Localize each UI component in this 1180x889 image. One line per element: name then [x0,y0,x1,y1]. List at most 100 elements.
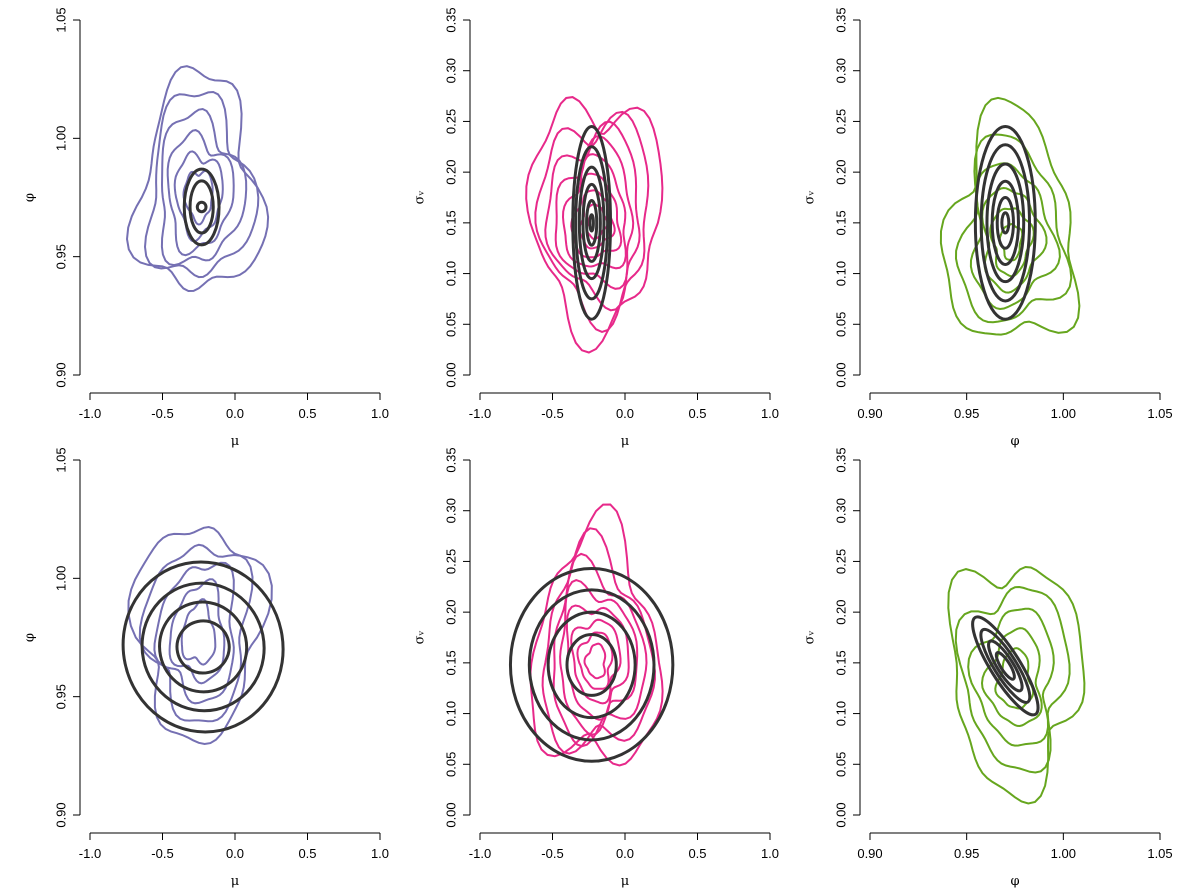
x-tick-label: -0.5 [151,846,173,861]
posterior-contour [125,65,270,293]
x-tick-label: 1.0 [761,846,779,861]
y-tick-label: 1.00 [53,566,68,591]
posterior-contour [168,578,226,685]
y-tick-label: 0.30 [833,58,848,83]
panel-top-left: -1.0 -0.5 0.0 0.5 1.0 μ 0.90 0.95 1.00 1.05 φ [23,7,390,449]
y-tick-label: 0.15 [443,650,458,675]
approx-contour [987,639,1024,693]
posterior-contour [561,153,627,270]
y-tick-label: 0.20 [833,159,848,184]
x-tick-label: 0.0 [226,406,244,421]
y-tick-label: 0.05 [443,752,458,777]
y-tick-label: 0.15 [833,650,848,675]
approx-contour [995,196,1015,250]
x-axis-label: φ [1010,874,1019,889]
y-tick-label: 0.05 [443,312,458,337]
posterior-contour [939,96,1081,336]
x-tick-label: 0.95 [954,846,979,861]
x-axis-label: μ [621,434,629,449]
x-axis-label: μ [231,434,239,449]
y-tick-label: 0.30 [443,498,458,523]
y-tick-label: 0.10 [443,261,458,286]
posterior-contour [570,618,622,705]
y-tick-label: 0.00 [833,802,848,827]
approx-contour [565,632,618,697]
y-tick-label: 0.10 [443,701,458,726]
approx-contour [571,125,613,321]
y-tick-label: 0.00 [443,362,458,387]
x-tick-label: 0.90 [857,406,882,421]
x-axis-label: μ [621,874,629,889]
approx-contour [990,179,1020,266]
x-tick-label: 0.5 [298,846,316,861]
approx-contour [574,145,610,301]
posterior-contour [541,527,656,755]
y-tick-label: 0.10 [833,701,848,726]
posterior-contour [525,96,664,354]
x-tick-label: -1.0 [469,846,491,861]
x-tick-label: 0.5 [688,406,706,421]
y-tick-label: 0.25 [833,109,848,134]
x-tick-label: -0.5 [541,846,563,861]
x-tick-label: -1.0 [469,406,491,421]
x-tick-label: 1.0 [371,406,389,421]
y-tick-label: 0.95 [53,684,68,709]
approx-contour [979,143,1031,303]
panel-bottom-right: 0.90 0.95 1.00 1.05 φ 0.00 0.05 0.10 0.15 0.20 0.2… [803,447,1173,889]
y-tick-label: 0.25 [833,549,848,574]
x-tick-label: 0.90 [857,846,882,861]
y-tick-label: 0.00 [443,802,458,827]
approx-contour [195,200,208,214]
panel-bottom-left: -1.0 -0.5 0.0 0.5 1.0 μ 0.90 0.95 1.00 1.05 φ [23,447,390,889]
x-tick-label: 1.00 [1051,406,1076,421]
y-tick-label: 0.25 [443,549,458,574]
y-tick-label: 1.05 [53,447,68,472]
posterior-contour [138,543,254,723]
approx-contour [158,600,249,694]
approx-contour [1000,211,1011,235]
y-axis-label: σᵥ [413,190,428,204]
approx-contour [527,588,656,742]
posterior-contour [967,607,1055,747]
y-tick-label: 0.35 [833,7,848,32]
y-axis-label: φ [23,633,38,642]
posterior-contour [180,598,217,666]
posterior-contour [160,107,248,267]
posterior-contour [969,162,1061,311]
y-tick-label: 0.30 [833,498,848,523]
x-tick-label: -1.0 [79,406,101,421]
panel-top-middle: -1.0 -0.5 0.0 0.5 1.0 μ 0.00 0.05 0.10 0.15 0.20 0.… [413,7,780,449]
y-tick-label: 1.05 [53,7,68,32]
x-tick-label: 1.05 [1147,406,1172,421]
posterior-contour [529,503,664,767]
y-axis-label: σᵥ [413,630,428,644]
y-tick-label: 0.35 [443,7,458,32]
x-tick-label: -0.5 [541,406,563,421]
x-tick-label: -1.0 [79,846,101,861]
x-tick-label: 1.0 [761,406,779,421]
approx-contour [581,182,602,263]
approx-contour [121,560,285,734]
x-tick-label: 0.0 [616,846,634,861]
approx-contour [985,162,1026,284]
approx-contour [508,567,675,763]
approx-contour [588,213,595,233]
approx-contour [577,165,606,281]
posterior-contour [994,647,1035,710]
x-tick-label: 1.0 [371,846,389,861]
approx-contour [979,627,1032,704]
y-axis-label: φ [23,193,38,202]
approx-contour [585,199,599,247]
posterior-contour [166,129,235,257]
x-axis-label: φ [1010,434,1019,449]
x-axis-label: μ [231,874,239,889]
approx-contour [994,651,1016,681]
approx-contour [546,610,637,720]
y-tick-label: 0.10 [833,261,848,286]
y-tick-label: 0.05 [833,312,848,337]
posterior-contour [534,110,650,333]
posterior-contour [980,627,1043,728]
posterior-contour [153,561,235,705]
posterior-contour [182,169,214,226]
